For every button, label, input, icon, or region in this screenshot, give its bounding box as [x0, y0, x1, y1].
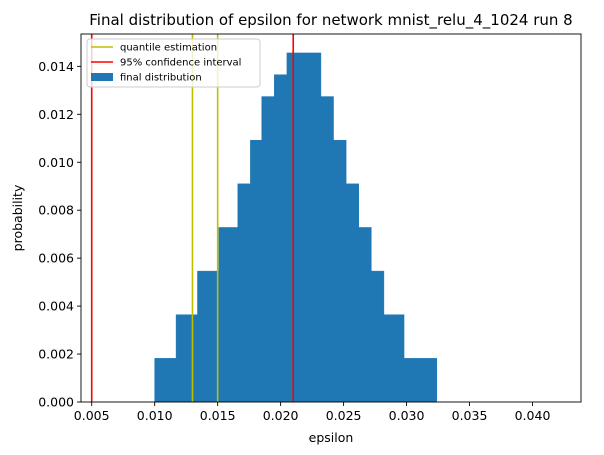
histogram-bar	[154, 358, 177, 403]
y-tick-label: 0.004	[38, 299, 74, 314]
y-tick-label: 0.012	[38, 107, 74, 122]
histogram-bar	[175, 314, 198, 403]
histogram-bar	[371, 270, 385, 403]
legend: quantile estimation 95% confidence interv…	[86, 38, 261, 88]
histogram-bar	[250, 139, 262, 403]
x-tick-label: 0.005	[74, 408, 110, 423]
x-tick-label: 0.010	[137, 408, 173, 423]
y-tick-label: 0.000	[38, 395, 74, 410]
x-axis-ticks: 0.005 0.010 0.015 0.020 0.025 0.030 0.035 0.040	[74, 402, 551, 423]
legend-patch-swatch	[91, 73, 113, 81]
legend-label: final distribution	[120, 73, 202, 84]
y-axis-label: probability	[10, 184, 25, 251]
plot-frame	[80, 33, 582, 403]
x-tick-label: 0.015	[200, 408, 236, 423]
chart-title: Final distribution of epsilon for networ…	[89, 11, 572, 30]
x-axis-label: epsilon	[309, 430, 354, 445]
y-tick-label: 0.002	[38, 347, 74, 362]
legend-box	[86, 38, 261, 88]
histogram-bar	[358, 227, 372, 403]
histogram-bar	[383, 314, 405, 403]
y-tick-label: 0.014	[38, 59, 74, 74]
histogram-bar	[403, 358, 438, 403]
x-tick-label: 0.030	[389, 408, 425, 423]
y-tick-label: 0.008	[38, 203, 74, 218]
y-axis-ticks: 0.000 0.002 0.004 0.006 0.008 0.010 0.012 0.014	[38, 59, 81, 410]
x-tick-label: 0.040	[515, 408, 551, 423]
x-tick-label: 0.035	[452, 408, 488, 423]
histogram-bar	[345, 183, 359, 403]
histogram-bar	[261, 96, 275, 403]
x-tick-label: 0.025	[326, 408, 362, 423]
y-tick-label: 0.006	[38, 251, 74, 266]
histogram-bar	[333, 139, 347, 403]
histogram-bar	[218, 227, 239, 403]
x-tick-label: 0.020	[263, 408, 299, 423]
histogram-bar	[320, 96, 334, 403]
vertical-lines-group	[90, 34, 295, 402]
legend-label: quantile estimation	[120, 43, 217, 54]
histogram-bar	[274, 74, 288, 403]
histogram-bar	[237, 183, 251, 403]
legend-label: 95% confidence interval	[120, 58, 241, 69]
histogram-bar	[197, 270, 220, 403]
y-tick-label: 0.010	[38, 155, 74, 170]
histogram-bar	[286, 52, 322, 403]
